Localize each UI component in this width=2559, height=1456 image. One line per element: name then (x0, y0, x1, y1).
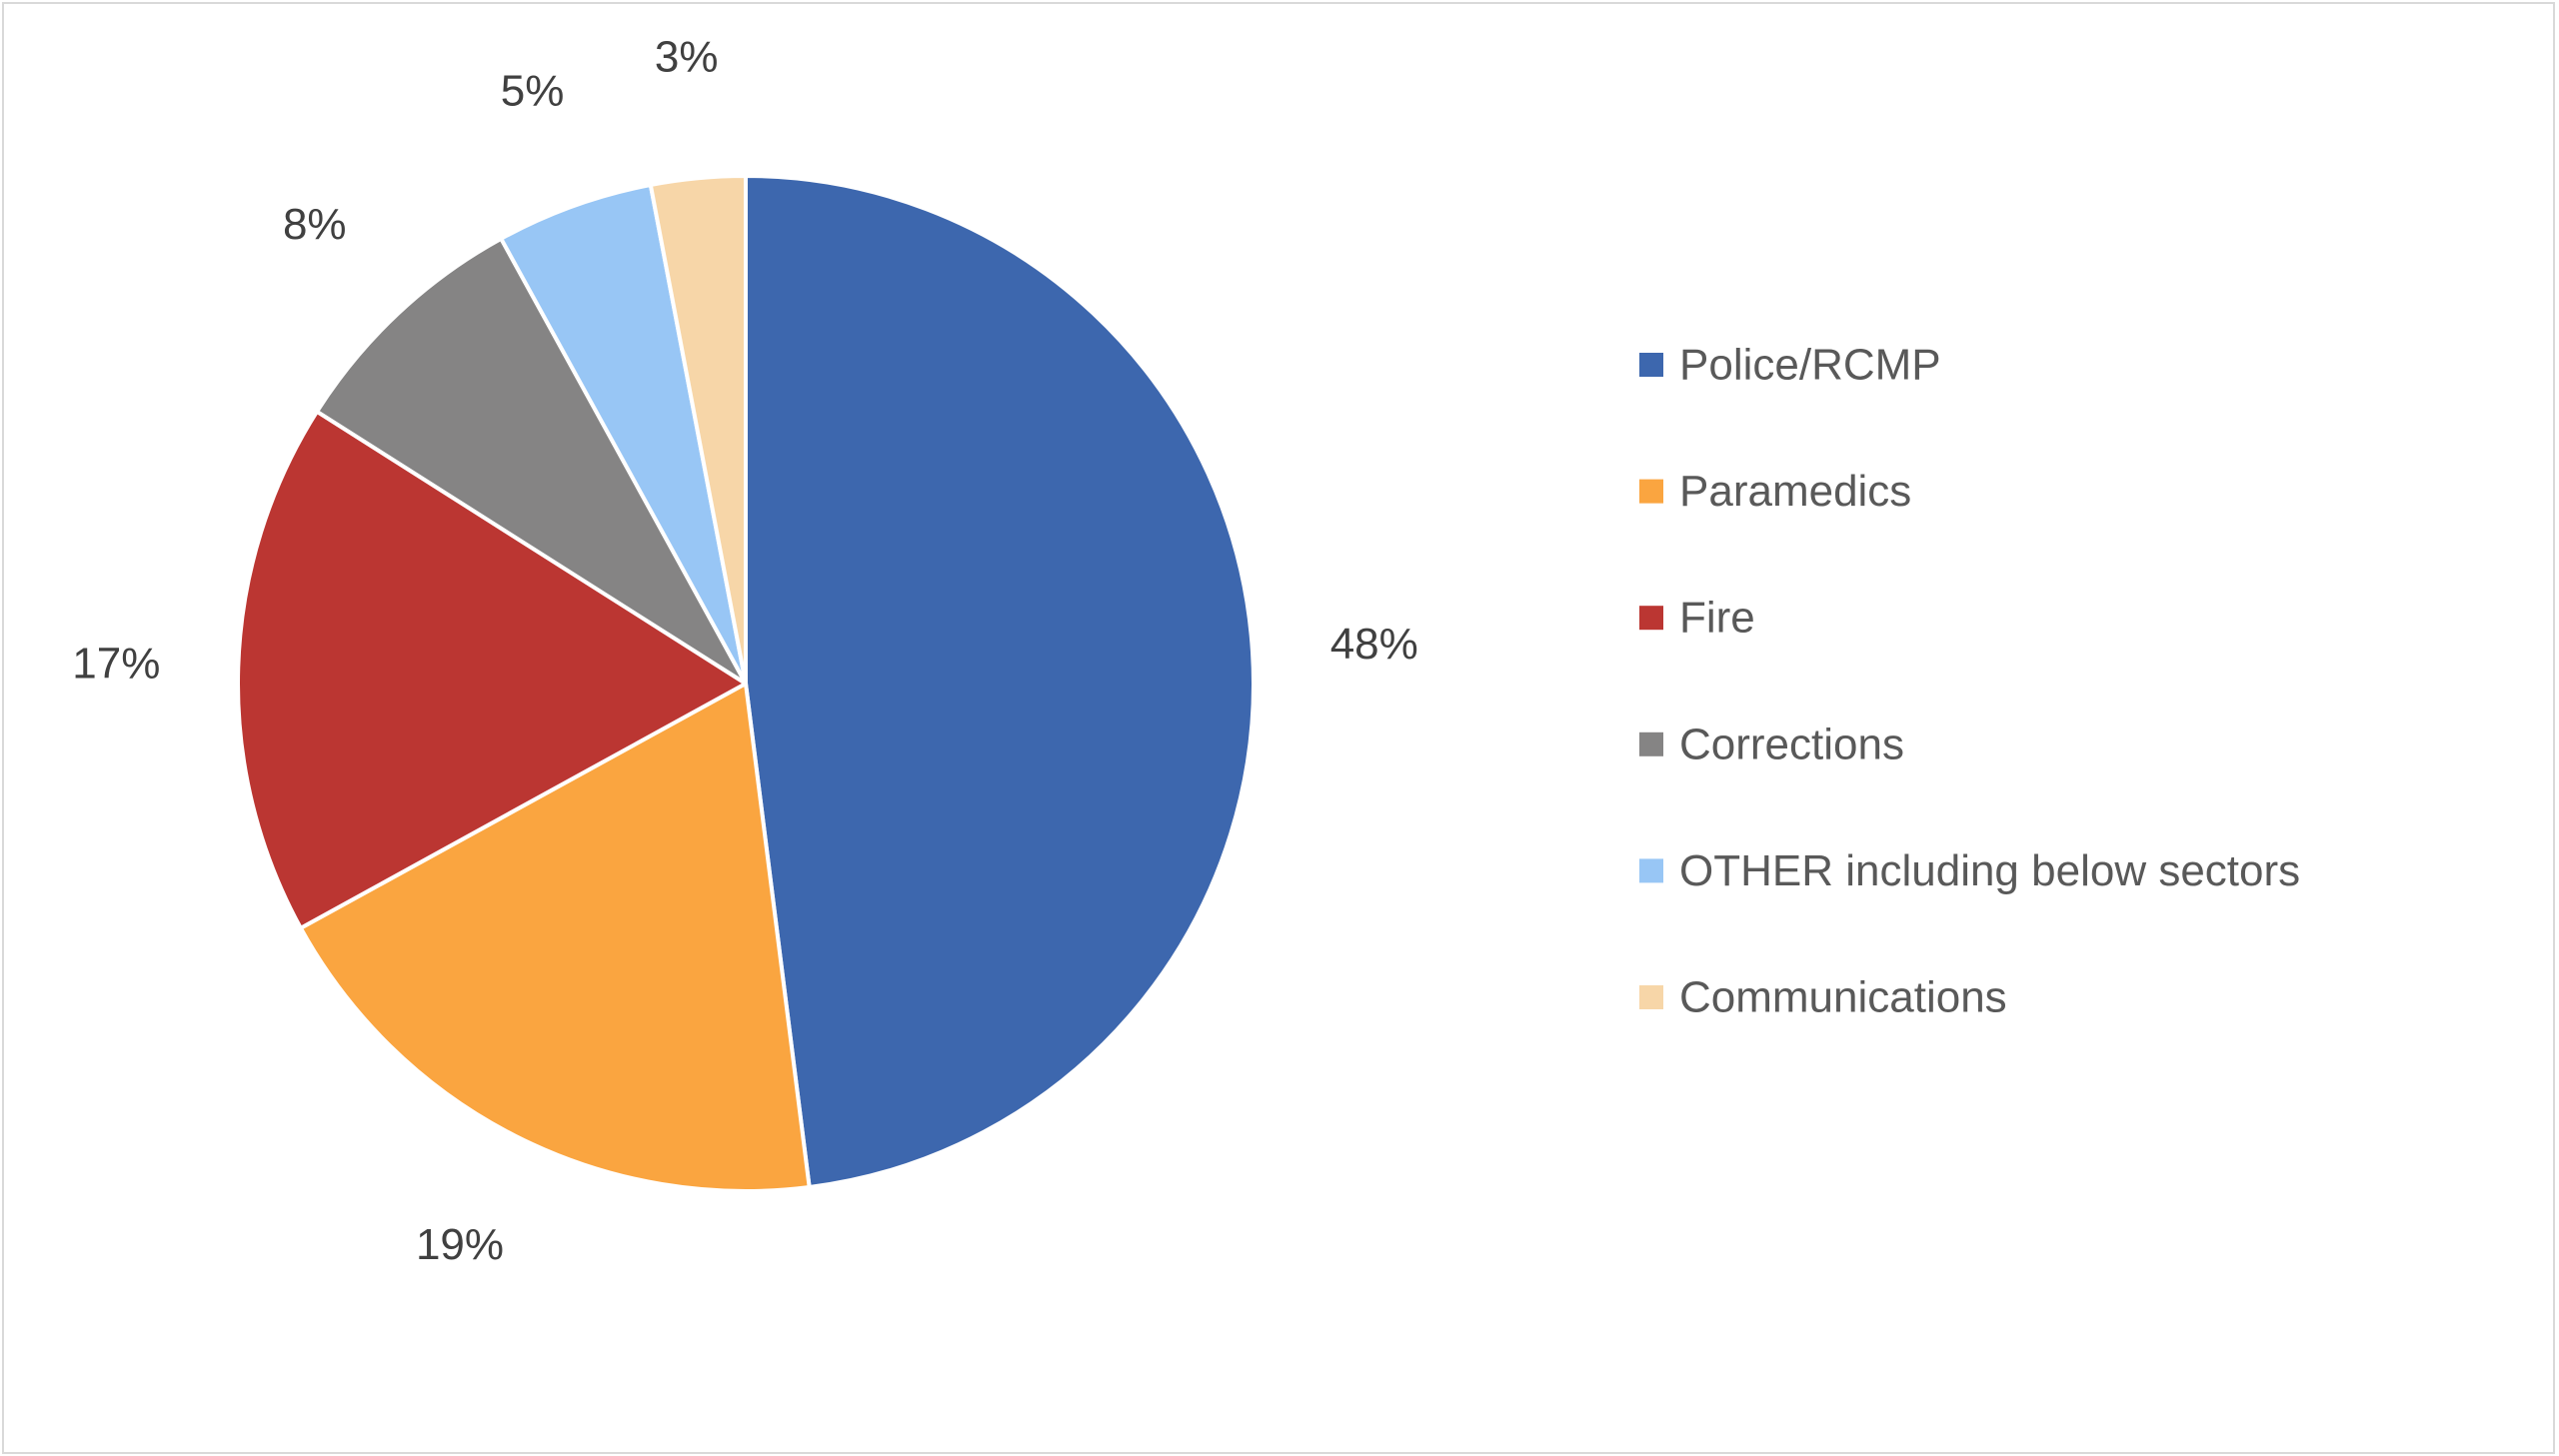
legend-label-police-rcmp: Police/RCMP (1679, 341, 1941, 390)
legend-swatch-corrections (1639, 731, 1663, 756)
data-labels: 48% 19% 17% 8% 5% 3% (72, 32, 1418, 1269)
legend-label-fire: Fire (1679, 594, 1755, 643)
pie-slice-police-rcmp (744, 174, 1256, 1189)
data-label-communications: 3% (655, 32, 719, 81)
data-label-police-rcmp: 48% (1330, 620, 1418, 669)
pie-slice-paramedics (298, 682, 812, 1193)
data-label-paramedics: 19% (416, 1220, 504, 1269)
legend-swatch-fire (1639, 606, 1663, 631)
legend-label-other-including-below-sectors: OTHER including below sectors (1679, 846, 2300, 895)
pie-slices (236, 174, 1256, 1193)
pie-slice-communications (648, 174, 748, 686)
data-label-fire: 17% (72, 640, 160, 689)
legend-swatch-police-rcmp (1639, 353, 1663, 377)
legend-label-paramedics: Paramedics (1679, 467, 1911, 516)
legend-swatch-other-including-below-sectors (1639, 858, 1663, 883)
legend-swatch-paramedics (1639, 479, 1663, 504)
legend-swatch-communications (1639, 985, 1663, 1009)
data-label-corrections: 8% (283, 200, 347, 249)
pie-slice-other-including-below-sectors (499, 182, 748, 686)
pie-slice-fire (236, 409, 748, 930)
pie-slice-corrections (315, 236, 748, 686)
data-label-other-including-below-sectors: 5% (501, 67, 565, 116)
legend-label-corrections: Corrections (1679, 720, 1904, 768)
legend: Police/RCMP Paramedics Fire Corrections OTHE… (1639, 341, 2300, 1022)
legend-label-communications: Communications (1679, 973, 2007, 1022)
